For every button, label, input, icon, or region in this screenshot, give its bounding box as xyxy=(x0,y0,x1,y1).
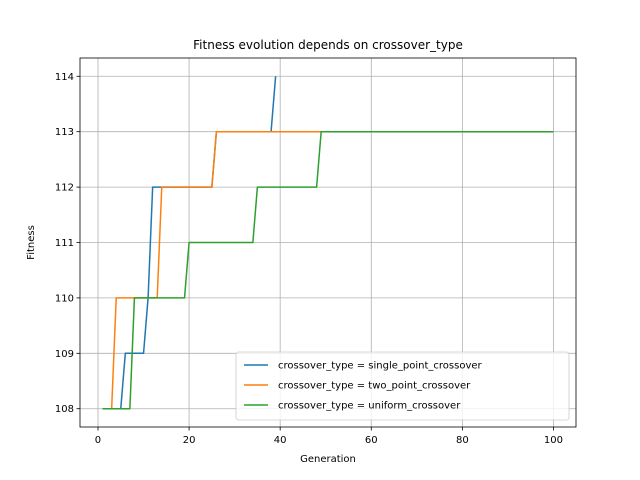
y-tick-label: 114 xyxy=(55,72,74,83)
axis-ticks: 0 20 40 60 80 100 108 109 110 111 112 113 114 xyxy=(55,72,563,446)
x-axis-label: Generation xyxy=(300,454,356,465)
x-tick-label: 40 xyxy=(274,435,287,446)
x-tick-label: 80 xyxy=(456,435,469,446)
chart-title: Fitness evolution depends on crossover_t… xyxy=(193,38,463,52)
y-tick-label: 112 xyxy=(55,183,74,194)
y-tick-label: 108 xyxy=(55,404,74,415)
x-tick-label: 0 xyxy=(95,435,101,446)
legend: crossover_type = single_point_crossoverc… xyxy=(235,351,570,421)
y-tick-label: 111 xyxy=(55,238,74,249)
x-tick-label: 100 xyxy=(544,435,563,446)
x-tick-label: 60 xyxy=(365,435,378,446)
legend-label-0: crossover_type = single_point_crossover xyxy=(278,361,483,372)
x-tick-label: 20 xyxy=(183,435,196,446)
y-tick-label: 109 xyxy=(55,349,74,360)
legend-label-2: crossover_type = uniform_crossover xyxy=(278,401,461,412)
series-line-2 xyxy=(102,130,554,410)
y-axis-label: Fitness xyxy=(26,225,37,260)
legend-box xyxy=(235,351,570,421)
y-tick-label: 110 xyxy=(55,293,74,304)
series-line-1 xyxy=(102,130,554,410)
y-tick-label: 113 xyxy=(55,127,74,138)
legend-label-1: crossover_type = two_point_crossover xyxy=(278,381,471,392)
data-series xyxy=(102,76,554,410)
